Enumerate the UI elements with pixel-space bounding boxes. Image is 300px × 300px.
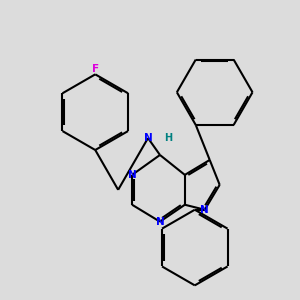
Text: N: N	[144, 133, 152, 143]
Text: N: N	[128, 170, 136, 180]
Text: N: N	[156, 217, 164, 227]
Text: H: H	[164, 133, 172, 143]
Text: N: N	[200, 205, 209, 215]
Text: F: F	[92, 64, 99, 74]
